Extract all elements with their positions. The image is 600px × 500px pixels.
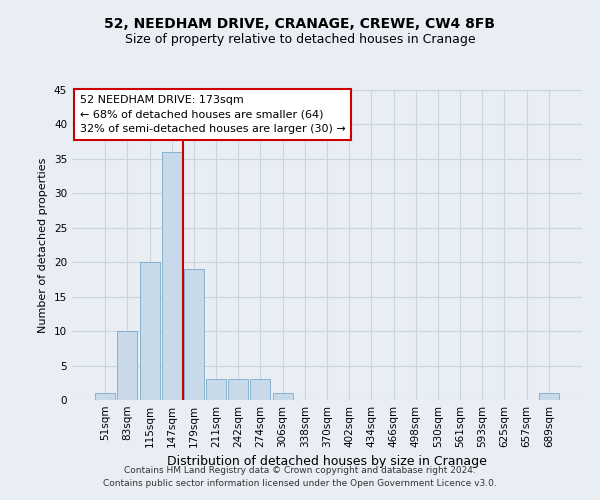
X-axis label: Distribution of detached houses by size in Cranage: Distribution of detached houses by size …	[167, 456, 487, 468]
Bar	[250, 380, 271, 400]
Bar	[206, 380, 226, 400]
Text: Size of property relative to detached houses in Cranage: Size of property relative to detached ho…	[125, 32, 475, 46]
Text: 52 NEEDHAM DRIVE: 173sqm
← 68% of detached houses are smaller (64)
32% of semi-d: 52 NEEDHAM DRIVE: 173sqm ← 68% of detach…	[80, 94, 346, 134]
Bar	[140, 262, 160, 400]
Bar	[272, 393, 293, 400]
Bar	[539, 393, 559, 400]
Y-axis label: Number of detached properties: Number of detached properties	[38, 158, 49, 332]
Bar	[228, 380, 248, 400]
Bar	[162, 152, 182, 400]
Bar	[184, 269, 204, 400]
Bar	[95, 393, 115, 400]
Bar	[118, 331, 137, 400]
Text: 52, NEEDHAM DRIVE, CRANAGE, CREWE, CW4 8FB: 52, NEEDHAM DRIVE, CRANAGE, CREWE, CW4 8…	[104, 18, 496, 32]
Text: Contains HM Land Registry data © Crown copyright and database right 2024.
Contai: Contains HM Land Registry data © Crown c…	[103, 466, 497, 487]
